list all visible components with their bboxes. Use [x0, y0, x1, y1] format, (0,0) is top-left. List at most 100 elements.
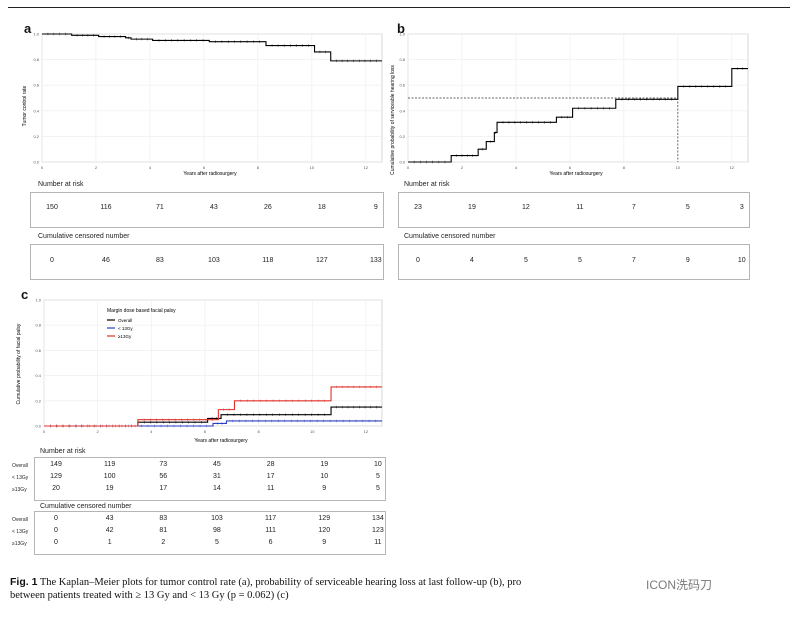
panel-a-plot: 0.0 0.2 0.4 0.6 0.8 1.0 0 2 4 6 8 10 12: [33, 32, 383, 170]
panel-c-risk-cell: 10: [373, 461, 382, 468]
panel-a-risk-cell: 71: [156, 204, 164, 211]
panel-c-censor-cell: 103: [211, 515, 223, 522]
panel-c-risk-cell: 11: [266, 485, 275, 492]
panel-a-letter: a: [24, 21, 32, 36]
panel-a-xtick-label: 10: [310, 165, 315, 170]
panel-c-risk-cell: 149: [50, 461, 62, 468]
panel-c-censor-cell: 0: [54, 539, 58, 546]
panel-b-ytick-label: 1.0: [399, 32, 405, 37]
panel-a-risk-cell: 26: [263, 204, 272, 211]
panel-c-ytick-label: 0.2: [35, 398, 41, 403]
panel-c-censor-cell: 111: [265, 527, 276, 534]
panel-c-censor-cell: 123: [372, 527, 384, 534]
panel-a-risk-cell: 150: [46, 204, 58, 211]
panel-c-censor-cell: 129: [318, 515, 331, 522]
panel-c-censor-cell: 2: [161, 539, 166, 546]
panel-b-ytick-label: 0.0: [399, 160, 405, 165]
panel-c-legend: Margin dose based facial palsy Overall <…: [107, 308, 176, 339]
legend-label-ge13: ≥13Gy: [118, 334, 132, 339]
panel-a-censor-cell: 103: [208, 257, 220, 264]
panel-c-ytick-label: 1.0: [35, 298, 41, 303]
panel-a-ytick-label: 0.0: [33, 160, 39, 165]
panel-b-risk-cell: 12: [522, 204, 530, 211]
legend-title: Margin dose based facial palsy: [107, 308, 176, 314]
panel-c-censor-cell: 1: [107, 539, 112, 546]
panel-b-xtick-label: 8: [623, 165, 626, 170]
panel-b-ylabel: Cumulative probability of serviceable he…: [390, 65, 396, 175]
panel-b-ytick-label: 0.4: [399, 108, 405, 113]
panel-c-risk-cell: 19: [105, 485, 114, 492]
panel-c-xtick-label: 2: [97, 429, 100, 434]
panel-c-xtick-label: 4: [150, 429, 153, 434]
panel-a-plot-area: [41, 33, 383, 163]
panel-b-risk-cell: 3: [739, 204, 744, 211]
panel-a-risk-cell: 18: [317, 204, 326, 211]
panel-a-ytick-label: 0.8: [33, 57, 39, 62]
panel-c-xtick-label: 0: [43, 429, 46, 434]
watermark: ICON洗码刀: [646, 578, 713, 592]
panel-c-risk-cell: 17: [266, 473, 275, 480]
panel-b-letter: b: [397, 21, 405, 36]
panel-c-censor-title: Cumulative censored number: [40, 503, 132, 510]
panel-b-censor-cell: 4: [470, 257, 474, 264]
panel-c-risk-box: 149 119 73 45 28 19 10 129 100 56 31 17 10 5 20 19 17 14 1…: [34, 457, 386, 501]
panel-c-censor-cell: 83: [159, 515, 168, 522]
panel-c-risk-row-label: ≥13Gy: [12, 487, 27, 493]
panel-a-censor-box: 0 46 83 103 118 127 133: [30, 244, 384, 280]
panel-a-censor-cell: 83: [156, 257, 164, 264]
panel-c-ylabel: Cumulative probability of facial palsy: [16, 323, 22, 404]
panel-b-censor-box: 0 4 5 5 7 9 10: [398, 244, 750, 280]
panel-c-censor-cell: 5: [214, 539, 219, 546]
panel-b-risk-cell: 23: [414, 204, 422, 211]
panel-b-ytick-label: 0.2: [399, 134, 405, 139]
panel-a-censor-cell: 118: [262, 257, 274, 264]
panel-c-risk-cell: 119: [104, 461, 116, 468]
panel-b-censor-cell: 10: [737, 257, 746, 264]
panel-a-xtick-label: 0: [41, 165, 44, 170]
panel-c-risk-cell: 17: [159, 485, 168, 492]
panel-b-xtick-label: 6: [569, 165, 572, 170]
panel-c-risk-cell: 129: [50, 473, 62, 480]
panel-c-risk-cell: 31: [213, 473, 221, 480]
panel-a-risk-cell: 9: [373, 204, 378, 211]
panel-c-risk-title: Number at risk: [40, 448, 86, 455]
legend-label-overall: Overall: [118, 318, 132, 323]
panel-c-censor-cell: 11: [374, 539, 382, 546]
panel-b-xtick-label: 0: [407, 165, 410, 170]
panel-c-censor-cell: 134: [372, 515, 384, 522]
panel-a-xtick-label: 4: [149, 165, 152, 170]
panel-c-risk-cell: 5: [375, 473, 380, 480]
caption-text: The Kaplan–Meier plots for tumor control…: [39, 577, 522, 588]
figure-caption: Fig. 1 The Kaplan–Meier plots for tumor …: [10, 576, 770, 602]
panel-c-censor-cell: 117: [265, 515, 277, 522]
panel-b-risk-cell: 11: [576, 204, 584, 211]
panel-a-xtick-label: 2: [95, 165, 98, 170]
panel-c-risk-row-label: < 13Gy: [12, 475, 29, 481]
panel-c-risk-cell: 19: [320, 461, 329, 468]
panel-c-censor-row-label: Overall: [12, 517, 28, 523]
panel-a-censor-cell: 0: [50, 257, 54, 264]
panel-c-plot: 0.0 0.2 0.4 0.6 0.8 1.0 0 2 4 6 8 10 12: [35, 298, 383, 434]
panel-c-censor-cell: 0: [54, 515, 58, 522]
panel-a-xlabel: Years after radiosurgery: [183, 171, 237, 177]
panel-a-risk-cell: 116: [100, 204, 112, 211]
panel-a-risk-box: 150 116 71 43 26 18 9: [30, 192, 384, 228]
panel-a-xtick-label: 6: [203, 165, 206, 170]
panel-a-ylabel: Tumor control rate: [22, 85, 28, 126]
panel-b-censor-cell: 9: [685, 257, 690, 264]
panel-b-risk-cell: 5: [685, 204, 690, 211]
panel-b-xtick-label: 12: [730, 165, 735, 170]
panel-b-xtick-label: 4: [515, 165, 518, 170]
panel-c-letter: c: [21, 287, 29, 302]
panel-b-risk-box: 23 19 12 11 7 5 3: [398, 192, 750, 228]
panel-c-risk-cell: 56: [159, 473, 168, 480]
panel-c-risk-cell: 45: [213, 461, 221, 468]
panel-b-xlabel: Years after radiosurgery: [549, 171, 603, 177]
panel-c-risk-cell: 100: [103, 473, 116, 480]
panel-b-plot: 0.0 0.2 0.4 0.6 0.8 1.0 0 2 4 6 8 10 12: [399, 32, 749, 170]
panel-c-ytick-label: 0.0: [35, 424, 41, 429]
panel-c-censor-cell: 0: [54, 527, 58, 534]
panel-b-censor-cell: 7: [631, 257, 636, 264]
top-rule: [8, 7, 790, 8]
caption-label: Fig. 1: [10, 576, 38, 588]
